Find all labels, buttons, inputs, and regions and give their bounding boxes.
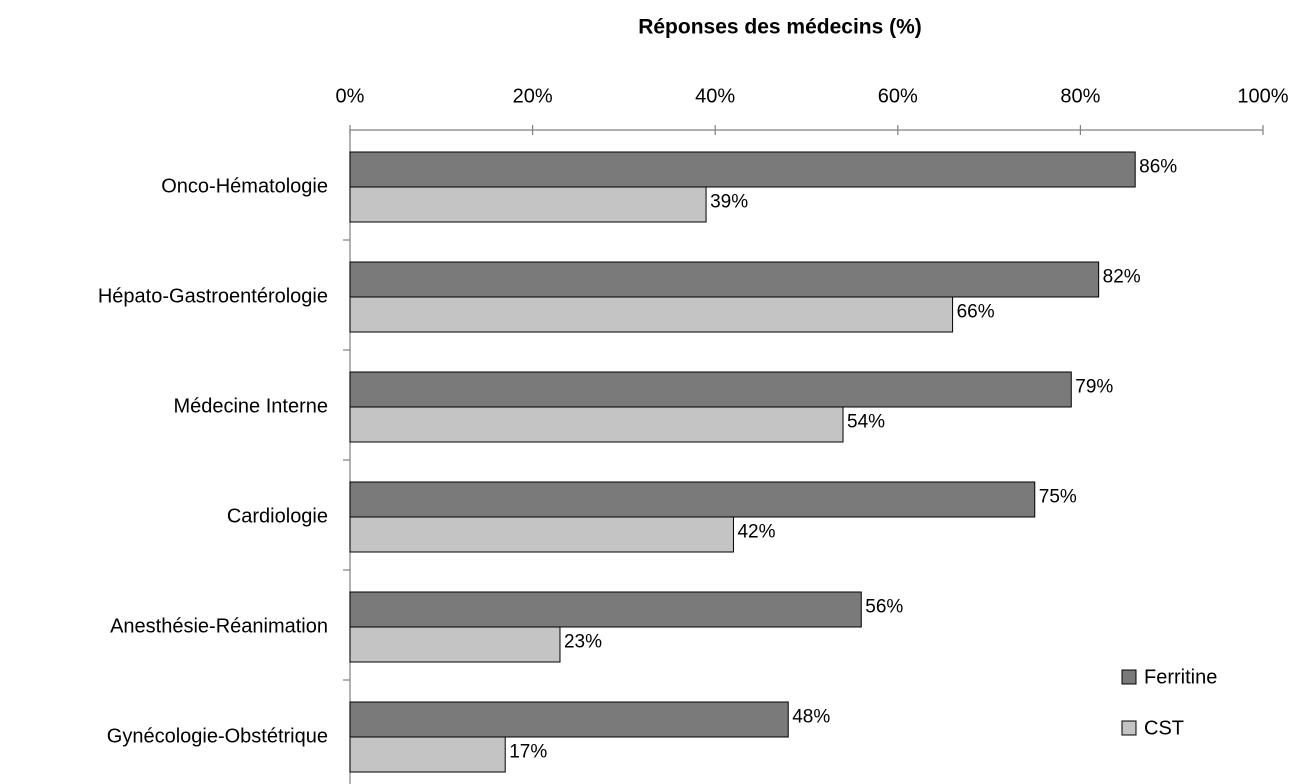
value-label: 82% xyxy=(1103,267,1141,288)
bar xyxy=(349,261,1100,298)
x-tick-label: 0% xyxy=(336,85,365,107)
x-tick-label: 20% xyxy=(513,85,553,107)
y-tick-label: Onco-Hématologie xyxy=(161,175,328,197)
value-label: 48% xyxy=(792,707,830,728)
y-tick-label: Cardiologie xyxy=(227,505,328,527)
value-label: 86% xyxy=(1139,157,1177,178)
bar xyxy=(349,371,1072,408)
legend-swatch xyxy=(1121,669,1137,685)
bar xyxy=(349,591,862,628)
y-tick-label: Hépato-Gastroentérologie xyxy=(98,285,328,307)
x-tick-label: 80% xyxy=(1060,85,1100,107)
bar xyxy=(349,736,506,773)
value-label: 54% xyxy=(847,412,885,433)
value-label: 39% xyxy=(710,192,748,213)
y-tick-label: Médecine Interne xyxy=(173,395,328,417)
value-label: 23% xyxy=(564,632,602,653)
bar xyxy=(349,406,844,443)
y-tick-label: Gynécologie-Obstétrique xyxy=(107,725,328,747)
legend-label: Ferritine xyxy=(1144,666,1217,688)
bar xyxy=(349,186,707,223)
chart-title: Réponses des médecins (%) xyxy=(638,16,922,39)
bar xyxy=(349,481,1036,518)
value-label: 75% xyxy=(1039,487,1077,508)
bar xyxy=(349,151,1136,188)
bar xyxy=(349,296,954,333)
value-label: 42% xyxy=(737,522,775,543)
legend-label: CST xyxy=(1144,717,1184,739)
bar xyxy=(349,516,734,553)
bar xyxy=(349,626,561,663)
y-tick-label: Anesthésie-Réanimation xyxy=(110,615,328,637)
value-label: 79% xyxy=(1075,377,1113,398)
value-label: 66% xyxy=(957,302,995,323)
bar xyxy=(349,701,789,738)
x-tick-label: 100% xyxy=(1237,85,1288,107)
x-tick-label: 60% xyxy=(878,85,918,107)
value-label: 17% xyxy=(509,742,547,763)
value-label: 56% xyxy=(865,597,903,618)
legend-swatch xyxy=(1121,720,1137,736)
x-tick-label: 40% xyxy=(695,85,735,107)
